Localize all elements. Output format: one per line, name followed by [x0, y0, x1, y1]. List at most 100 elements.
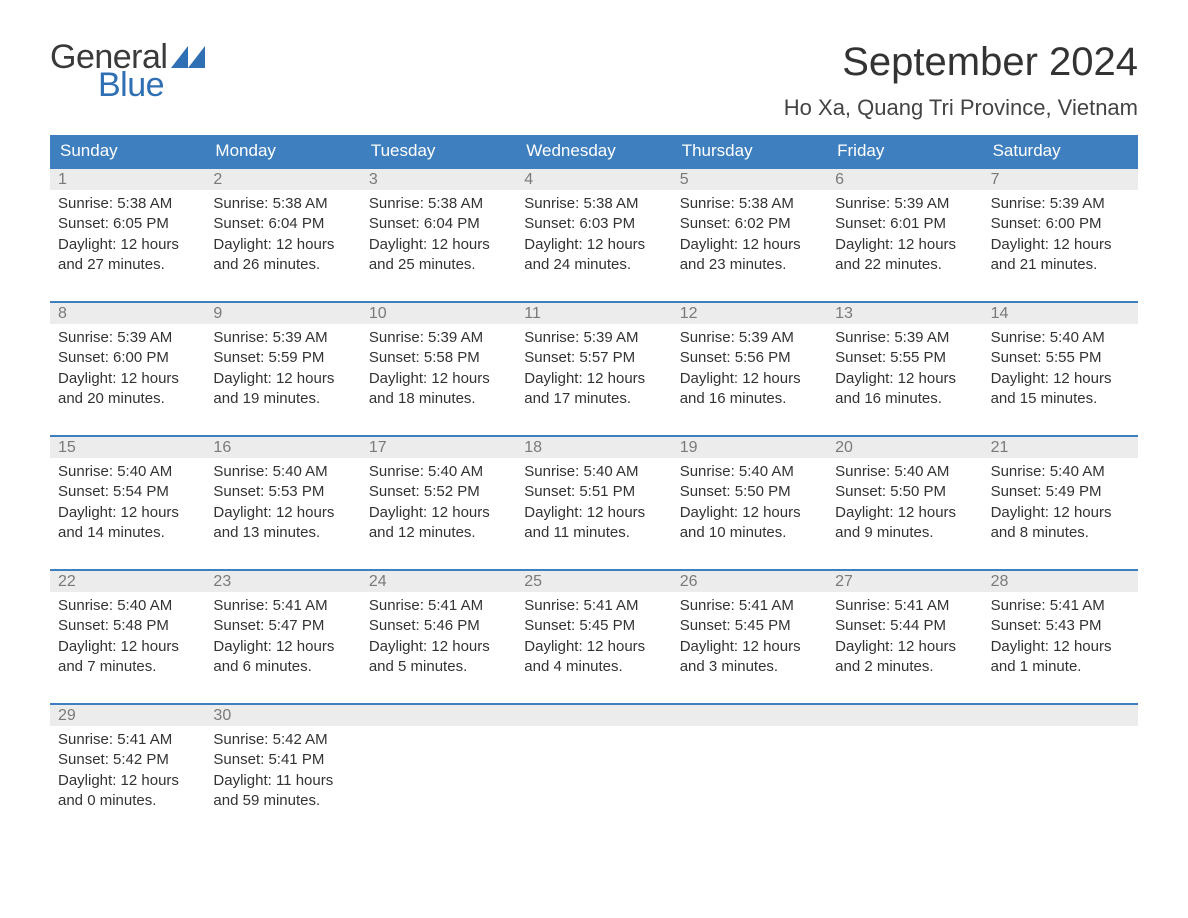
sunrise-line: Sunrise: 5:42 AM: [213, 730, 352, 750]
day-number: 23: [205, 571, 360, 592]
sunrise-line: Sunrise: 5:40 AM: [524, 462, 663, 482]
day-number: [983, 705, 1138, 726]
sunset-line: Sunset: 6:04 PM: [369, 214, 508, 234]
day-number: 25: [516, 571, 671, 592]
day-number: 5: [672, 169, 827, 190]
sunset-line: Sunset: 5:48 PM: [58, 616, 197, 636]
day-cell: Sunrise: 5:40 AMSunset: 5:50 PMDaylight:…: [672, 458, 827, 551]
sunrise-line: Sunrise: 5:40 AM: [213, 462, 352, 482]
week-row: 891011121314Sunrise: 5:39 AMSunset: 6:00…: [50, 301, 1138, 417]
day-number: 19: [672, 437, 827, 458]
sunrise-line: Sunrise: 5:41 AM: [58, 730, 197, 750]
day-number: 27: [827, 571, 982, 592]
day-cell: Sunrise: 5:40 AMSunset: 5:51 PMDaylight:…: [516, 458, 671, 551]
day-number: 24: [361, 571, 516, 592]
day-cell: Sunrise: 5:39 AMSunset: 5:55 PMDaylight:…: [827, 324, 982, 417]
sunrise-line: Sunrise: 5:39 AM: [680, 328, 819, 348]
day-cell: [361, 726, 516, 819]
sunrise-line: Sunrise: 5:39 AM: [991, 194, 1130, 214]
daylight-line: Daylight: 12 hours and 10 minutes.: [680, 503, 819, 544]
daylight-line: Daylight: 12 hours and 5 minutes.: [369, 637, 508, 678]
day-cell: [516, 726, 671, 819]
day-cell: Sunrise: 5:41 AMSunset: 5:45 PMDaylight:…: [672, 592, 827, 685]
dow-saturday: Saturday: [983, 135, 1138, 167]
daylight-line: Daylight: 12 hours and 12 minutes.: [369, 503, 508, 544]
daylight-line: Daylight: 12 hours and 7 minutes.: [58, 637, 197, 678]
sunrise-line: Sunrise: 5:39 AM: [213, 328, 352, 348]
daylight-line: Daylight: 12 hours and 15 minutes.: [991, 369, 1130, 410]
day-cell: Sunrise: 5:39 AMSunset: 5:58 PMDaylight:…: [361, 324, 516, 417]
daylight-line: Daylight: 12 hours and 0 minutes.: [58, 771, 197, 812]
sunset-line: Sunset: 5:53 PM: [213, 482, 352, 502]
sunset-line: Sunset: 5:44 PM: [835, 616, 974, 636]
daylight-line: Daylight: 12 hours and 4 minutes.: [524, 637, 663, 678]
day-cell: Sunrise: 5:41 AMSunset: 5:46 PMDaylight:…: [361, 592, 516, 685]
sunset-line: Sunset: 5:41 PM: [213, 750, 352, 770]
sunrise-line: Sunrise: 5:38 AM: [680, 194, 819, 214]
daylight-line: Daylight: 12 hours and 6 minutes.: [213, 637, 352, 678]
daylight-line: Daylight: 12 hours and 19 minutes.: [213, 369, 352, 410]
sunset-line: Sunset: 5:46 PM: [369, 616, 508, 636]
sunset-line: Sunset: 5:45 PM: [680, 616, 819, 636]
day-number: 22: [50, 571, 205, 592]
sunrise-line: Sunrise: 5:41 AM: [680, 596, 819, 616]
sunset-line: Sunset: 6:04 PM: [213, 214, 352, 234]
day-number: 7: [983, 169, 1138, 190]
week-row: 2930Sunrise: 5:41 AMSunset: 5:42 PMDayli…: [50, 703, 1138, 819]
title-block: September 2024 Ho Xa, Quang Tri Province…: [784, 40, 1138, 121]
sunset-line: Sunset: 5:57 PM: [524, 348, 663, 368]
week-row: 22232425262728Sunrise: 5:40 AMSunset: 5:…: [50, 569, 1138, 685]
month-title: September 2024: [784, 40, 1138, 85]
day-cell: Sunrise: 5:41 AMSunset: 5:47 PMDaylight:…: [205, 592, 360, 685]
logo-text-blue: Blue: [98, 68, 205, 102]
day-cell: Sunrise: 5:38 AMSunset: 6:03 PMDaylight:…: [516, 190, 671, 283]
sunset-line: Sunset: 5:43 PM: [991, 616, 1130, 636]
daynum-row: 22232425262728: [50, 571, 1138, 592]
sunset-line: Sunset: 6:01 PM: [835, 214, 974, 234]
sunrise-line: Sunrise: 5:38 AM: [524, 194, 663, 214]
daylight-line: Daylight: 12 hours and 3 minutes.: [680, 637, 819, 678]
sunset-line: Sunset: 5:55 PM: [991, 348, 1130, 368]
day-cell: Sunrise: 5:40 AMSunset: 5:55 PMDaylight:…: [983, 324, 1138, 417]
sunset-line: Sunset: 5:58 PM: [369, 348, 508, 368]
day-cell: Sunrise: 5:42 AMSunset: 5:41 PMDaylight:…: [205, 726, 360, 819]
sunrise-line: Sunrise: 5:39 AM: [369, 328, 508, 348]
sunset-line: Sunset: 5:50 PM: [680, 482, 819, 502]
day-number: 26: [672, 571, 827, 592]
logo: General Blue: [50, 40, 205, 102]
day-cell: Sunrise: 5:38 AMSunset: 6:04 PMDaylight:…: [205, 190, 360, 283]
day-number: 17: [361, 437, 516, 458]
sunrise-line: Sunrise: 5:38 AM: [213, 194, 352, 214]
day-number: 30: [205, 705, 360, 726]
day-cell: Sunrise: 5:38 AMSunset: 6:02 PMDaylight:…: [672, 190, 827, 283]
day-number: 29: [50, 705, 205, 726]
day-number: 10: [361, 303, 516, 324]
day-number: 12: [672, 303, 827, 324]
daylight-line: Daylight: 12 hours and 14 minutes.: [58, 503, 197, 544]
day-number: 1: [50, 169, 205, 190]
day-cell: Sunrise: 5:41 AMSunset: 5:43 PMDaylight:…: [983, 592, 1138, 685]
day-cell: Sunrise: 5:40 AMSunset: 5:52 PMDaylight:…: [361, 458, 516, 551]
daylight-line: Daylight: 12 hours and 2 minutes.: [835, 637, 974, 678]
day-cell: Sunrise: 5:38 AMSunset: 6:05 PMDaylight:…: [50, 190, 205, 283]
sunset-line: Sunset: 5:56 PM: [680, 348, 819, 368]
daylight-line: Daylight: 12 hours and 11 minutes.: [524, 503, 663, 544]
day-number: 16: [205, 437, 360, 458]
sunset-line: Sunset: 5:55 PM: [835, 348, 974, 368]
sunrise-line: Sunrise: 5:40 AM: [369, 462, 508, 482]
sunrise-line: Sunrise: 5:40 AM: [991, 462, 1130, 482]
sunrise-line: Sunrise: 5:41 AM: [369, 596, 508, 616]
day-cell: [983, 726, 1138, 819]
sunset-line: Sunset: 5:59 PM: [213, 348, 352, 368]
daylight-line: Daylight: 12 hours and 13 minutes.: [213, 503, 352, 544]
day-number: 14: [983, 303, 1138, 324]
day-number: [516, 705, 671, 726]
day-cell: Sunrise: 5:39 AMSunset: 5:56 PMDaylight:…: [672, 324, 827, 417]
day-number: 20: [827, 437, 982, 458]
daylight-line: Daylight: 12 hours and 22 minutes.: [835, 235, 974, 276]
location: Ho Xa, Quang Tri Province, Vietnam: [784, 95, 1138, 121]
day-number: 3: [361, 169, 516, 190]
week-row: 15161718192021Sunrise: 5:40 AMSunset: 5:…: [50, 435, 1138, 551]
day-cell: Sunrise: 5:39 AMSunset: 5:59 PMDaylight:…: [205, 324, 360, 417]
sunrise-line: Sunrise: 5:41 AM: [835, 596, 974, 616]
